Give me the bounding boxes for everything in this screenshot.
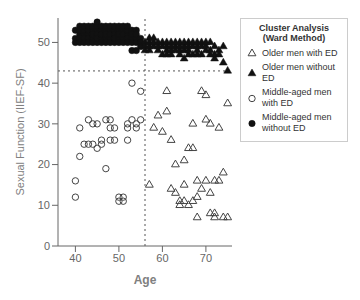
svg-text:20: 20 xyxy=(38,158,50,170)
svg-text:10: 10 xyxy=(38,199,50,211)
svg-text:0: 0 xyxy=(44,240,50,252)
svg-text:50: 50 xyxy=(113,252,125,264)
html-text:Older men without ED: Older men without ED xyxy=(262,62,335,83)
svg-text:40: 40 xyxy=(38,77,50,89)
svg-text:60: 60 xyxy=(156,252,168,264)
svg-text:50: 50 xyxy=(38,36,50,48)
svg-text:Sexual Function (IIEF-SF): Sexual Function (IIEF-SF) xyxy=(14,68,26,195)
svg-text:30: 30 xyxy=(38,118,50,130)
html-text:Middle-aged men without ED: Middle-aged men without ED xyxy=(262,112,332,133)
html-text:Older men with ED: Older men with ED xyxy=(262,47,338,58)
svg-text:40: 40 xyxy=(69,252,81,264)
svg-text:Age: Age xyxy=(134,273,157,287)
html-text:Cluster Analysis (Ward Method): Cluster Analysis (Ward Method) xyxy=(258,23,330,43)
html-text:Middle-aged men with ED: Middle-aged men with ED xyxy=(262,87,332,108)
svg-text:70: 70 xyxy=(200,252,212,264)
